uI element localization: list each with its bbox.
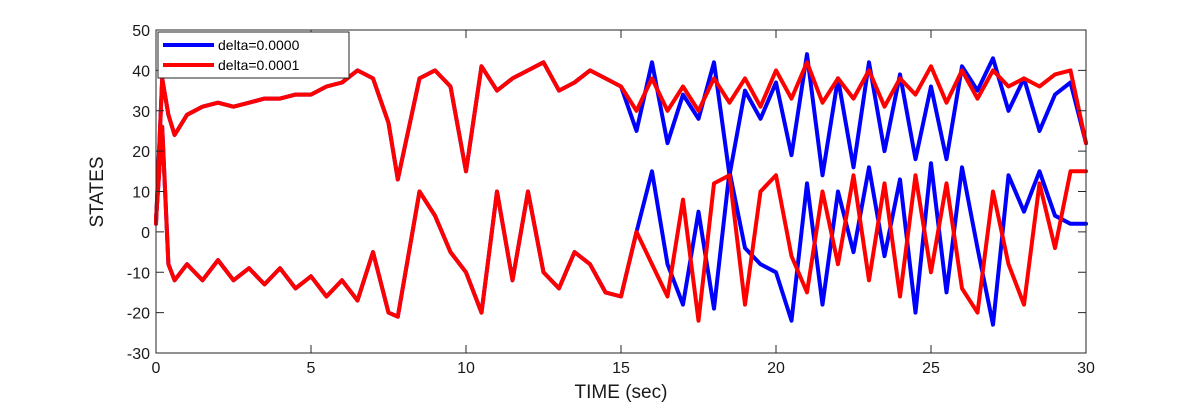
- y-tick-label: 20: [132, 144, 150, 161]
- series-layer: [154, 52, 1088, 327]
- x-tick-label: 30: [1077, 360, 1095, 377]
- series-2-trace-2: [154, 124, 1088, 323]
- y-tick-label: 10: [132, 185, 150, 202]
- tick-layer: 0 5 10 15 20 25 30 -30 -20 -10 0 10 20 30 40 50: [127, 23, 1095, 377]
- legend-box: [157, 31, 350, 79]
- y-tick-label: 30: [132, 104, 150, 121]
- y-tick-label: 40: [132, 63, 150, 80]
- x-tick-label: 20: [767, 360, 785, 377]
- x-tick-label: 15: [612, 360, 630, 377]
- y-tick-label: -20: [127, 306, 150, 323]
- y-tick-label: -10: [127, 265, 150, 282]
- x-tick-label: 0: [152, 360, 161, 377]
- y-tick-label: 50: [132, 23, 150, 40]
- y-tick-label: 0: [141, 225, 150, 242]
- plot-background: [156, 30, 1086, 353]
- legend: delta=0.0000 delta=0.0001: [157, 31, 350, 79]
- x-tick-label: 5: [307, 360, 316, 377]
- x-tick-label: 25: [922, 360, 940, 377]
- x-tick-label: 10: [457, 360, 475, 377]
- x-axis-label: TIME (sec): [575, 382, 668, 403]
- y-tick-label: -30: [127, 346, 150, 363]
- series-2-trace-1: [154, 60, 1088, 226]
- legend-label-series-2: delta=0.0001: [218, 57, 300, 73]
- y-axis-label: STATES: [87, 156, 108, 227]
- legend-label-series-1: delta=0.0000: [218, 37, 300, 53]
